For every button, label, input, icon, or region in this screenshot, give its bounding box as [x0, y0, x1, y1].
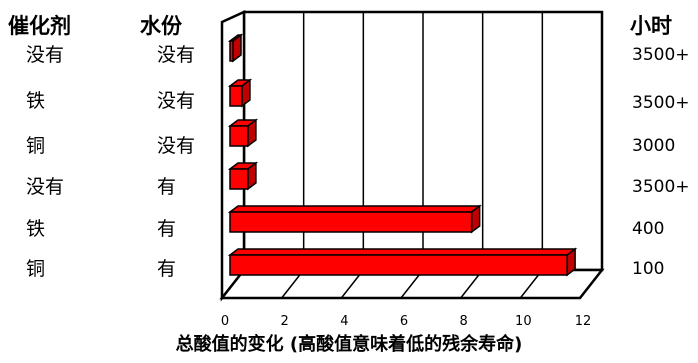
x-tick-label: 0: [221, 314, 229, 329]
x-tick-label: 10: [515, 314, 532, 329]
bar: [230, 169, 248, 189]
bar: [230, 86, 242, 106]
x-tick-label: 4: [340, 314, 348, 329]
x-tick-label: 2: [281, 314, 289, 329]
bar: [230, 126, 248, 146]
x-tick-label: 6: [400, 314, 408, 329]
bar: [230, 255, 567, 275]
bar-top: [230, 249, 575, 255]
bar: [230, 41, 233, 61]
bar-top: [230, 206, 480, 212]
x-tick-label: 8: [460, 314, 468, 329]
x-axis-label: 总酸值的变化 (高酸值意味着低的残余寿命): [0, 333, 698, 357]
x-tick-label: 12: [575, 314, 592, 329]
bar: [230, 212, 472, 232]
